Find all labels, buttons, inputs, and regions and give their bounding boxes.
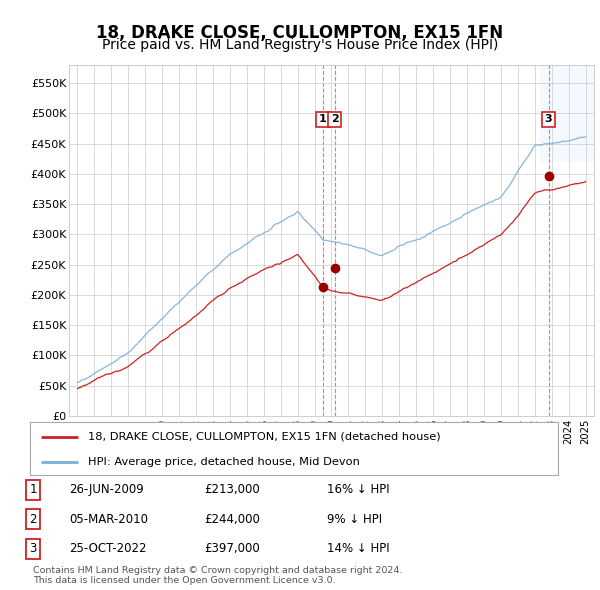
- Text: £397,000: £397,000: [204, 542, 260, 555]
- Text: 16% ↓ HPI: 16% ↓ HPI: [327, 483, 389, 496]
- Text: 1: 1: [29, 483, 37, 496]
- Text: 14% ↓ HPI: 14% ↓ HPI: [327, 542, 389, 555]
- Text: 05-MAR-2010: 05-MAR-2010: [69, 513, 148, 526]
- Text: 1: 1: [319, 114, 327, 124]
- Text: Contains HM Land Registry data © Crown copyright and database right 2024.
This d: Contains HM Land Registry data © Crown c…: [33, 566, 403, 585]
- Text: 25-OCT-2022: 25-OCT-2022: [69, 542, 146, 555]
- Text: 9% ↓ HPI: 9% ↓ HPI: [327, 513, 382, 526]
- Text: £213,000: £213,000: [204, 483, 260, 496]
- Text: 18, DRAKE CLOSE, CULLOMPTON, EX15 1FN: 18, DRAKE CLOSE, CULLOMPTON, EX15 1FN: [97, 24, 503, 42]
- Text: 2: 2: [29, 513, 37, 526]
- Text: 3: 3: [545, 114, 553, 124]
- Text: HPI: Average price, detached house, Mid Devon: HPI: Average price, detached house, Mid …: [88, 457, 360, 467]
- Text: 18, DRAKE CLOSE, CULLOMPTON, EX15 1FN (detached house): 18, DRAKE CLOSE, CULLOMPTON, EX15 1FN (d…: [88, 432, 441, 442]
- Text: Price paid vs. HM Land Registry's House Price Index (HPI): Price paid vs. HM Land Registry's House …: [102, 38, 498, 52]
- Text: £244,000: £244,000: [204, 513, 260, 526]
- Text: 3: 3: [29, 542, 37, 555]
- Bar: [540, 65, 594, 162]
- Text: 2: 2: [331, 114, 338, 124]
- Text: 26-JUN-2009: 26-JUN-2009: [69, 483, 144, 496]
